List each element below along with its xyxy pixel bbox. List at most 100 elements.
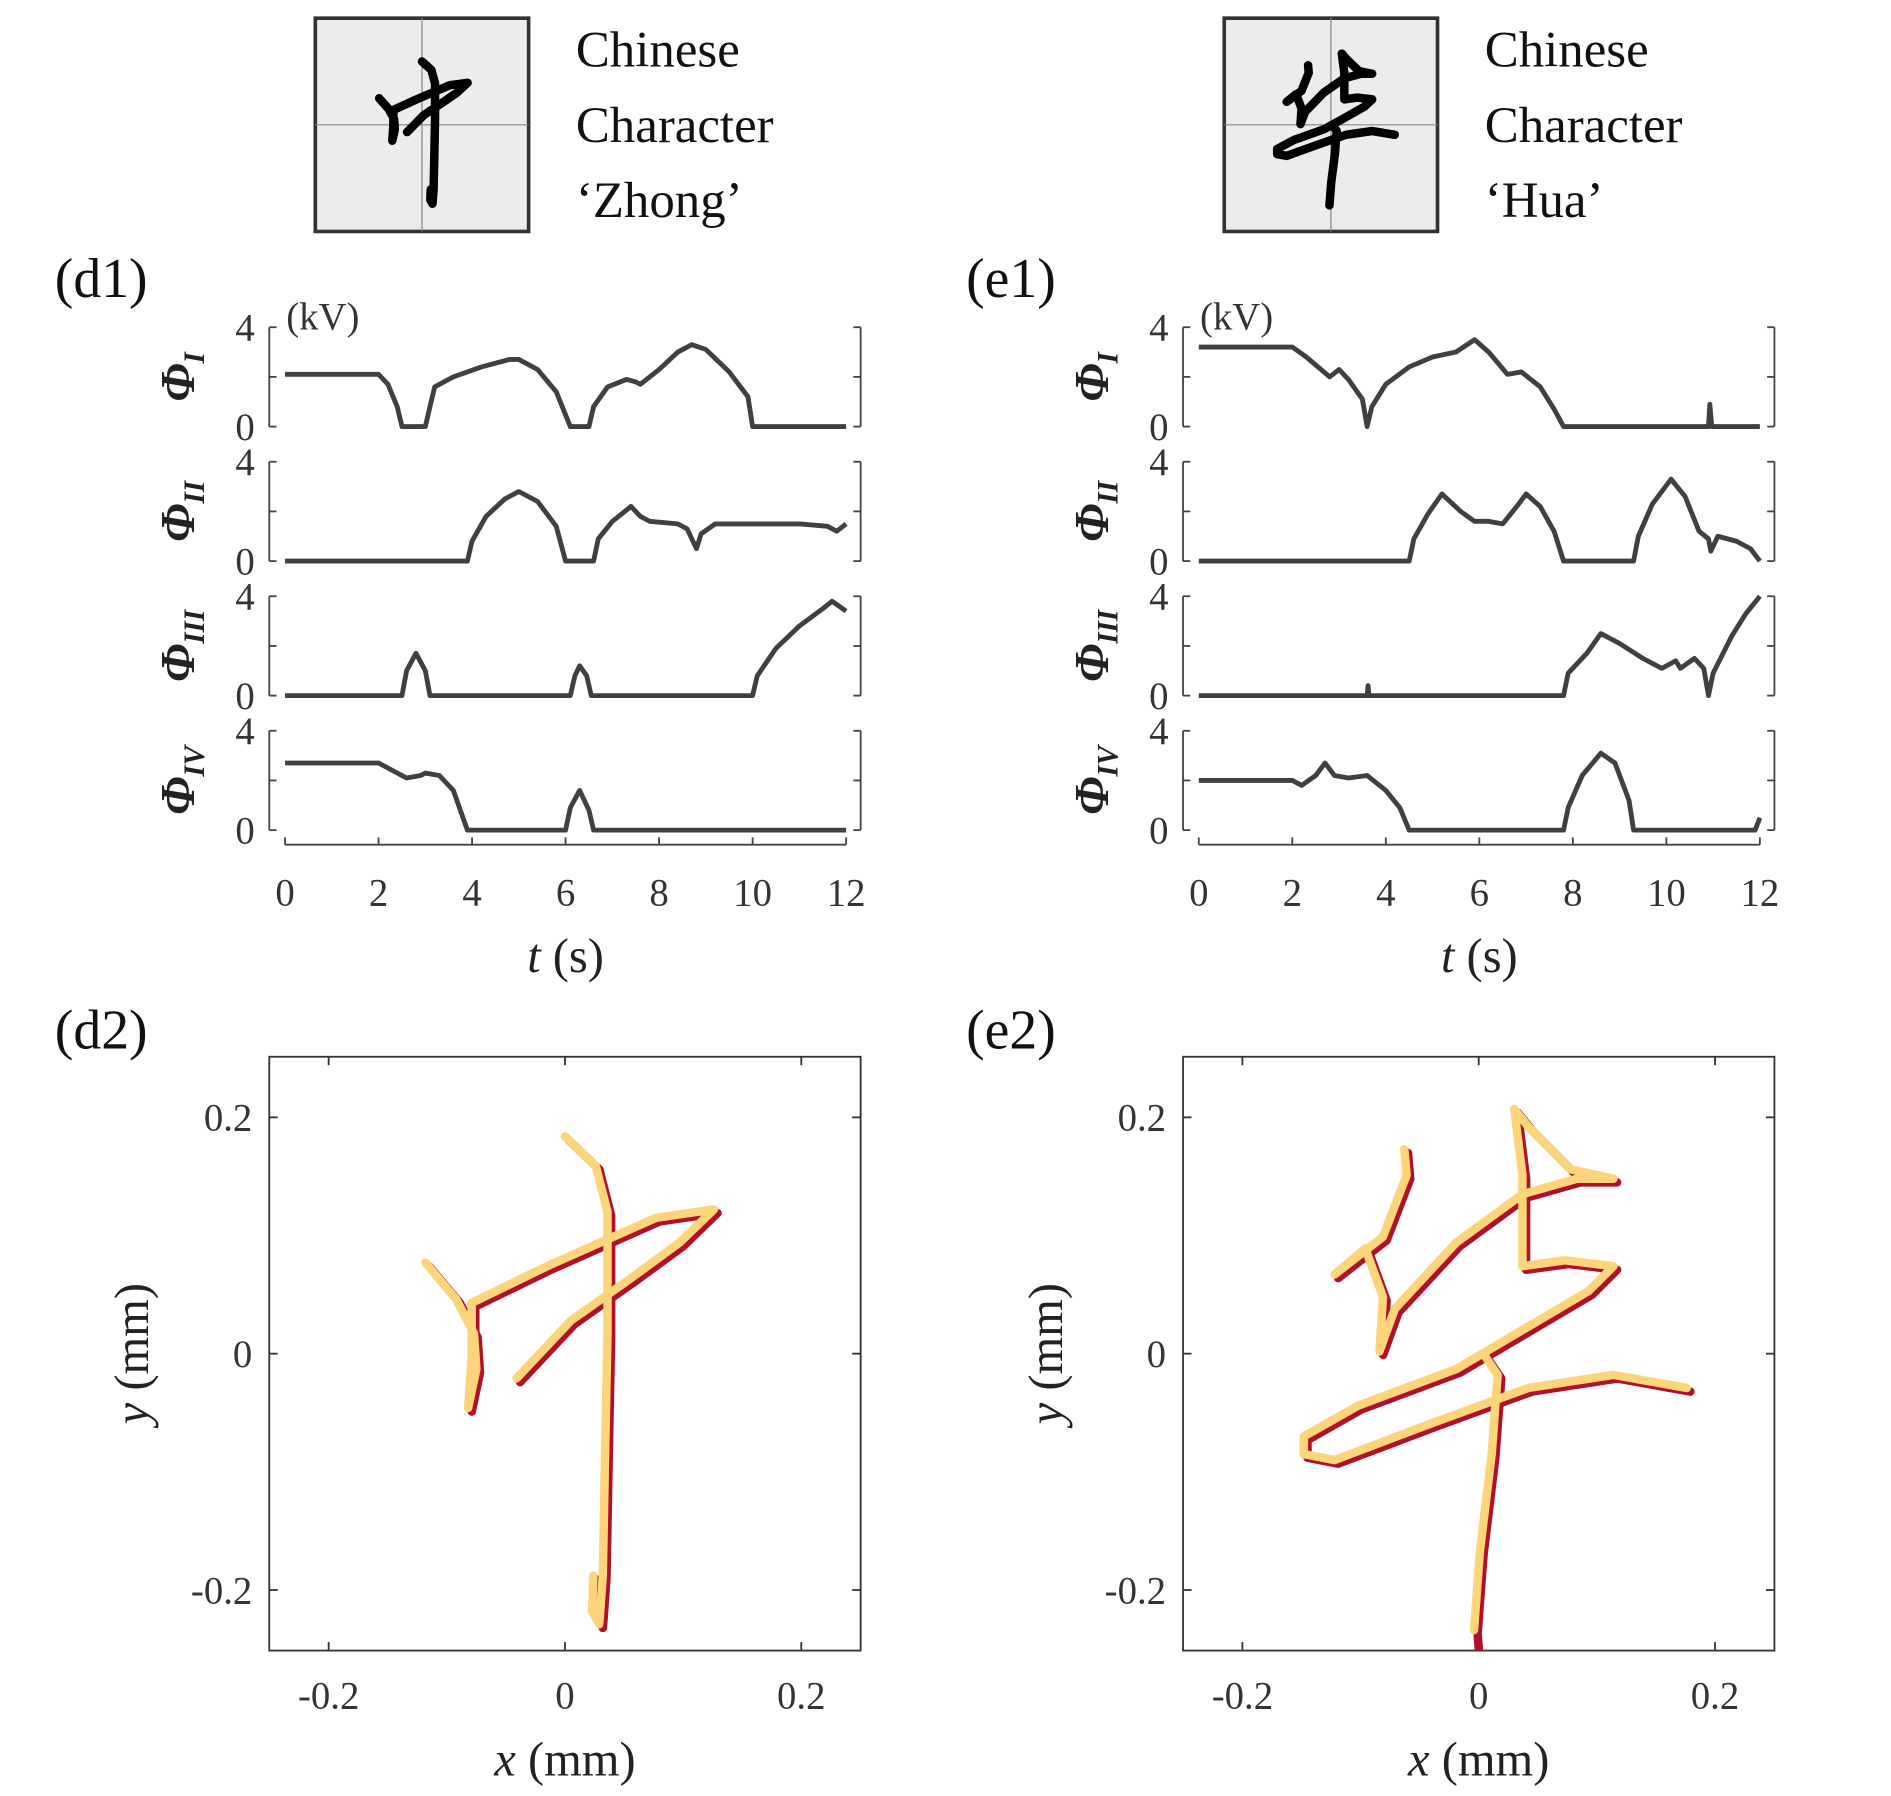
y-tick-label: 0 [1149, 809, 1168, 852]
target-trajectory [1299, 1104, 1691, 1465]
y-tick-label: -0.2 [191, 1569, 252, 1612]
series-subscript: III [179, 608, 211, 645]
series-subscript: II [179, 479, 211, 504]
handwritten-character-stroke [374, 78, 472, 145]
series-label: ΦIII [1066, 608, 1125, 682]
character-card: Chinese Character ‘Zhong’ [313, 16, 774, 234]
voltage-trace-III [1198, 594, 1762, 699]
voltage-trace-I [1198, 337, 1760, 430]
x-tick-label: -0.2 [298, 1675, 359, 1718]
x-axis-unit: (mm) [1442, 1733, 1550, 1786]
y-tick-label: 4 [235, 576, 254, 619]
series-name: Φ [152, 644, 205, 682]
y-tick-label: 0 [233, 1333, 252, 1376]
trajectory-chart-zhong: (d2)-0.2 0 0.2-0.200.2x (mm)y (mm) [55, 999, 862, 1786]
series-name: Φ [1066, 777, 1119, 815]
x-tick-label: -0.2 [1212, 1675, 1273, 1718]
y-tick-label: 0.2 [204, 1097, 252, 1140]
y-axis-unit: (mm) [106, 1283, 159, 1391]
y-tick-label: 0 [1149, 675, 1168, 718]
y-tick-label: 0 [1149, 406, 1168, 449]
x-tick-label: 4 [462, 871, 481, 914]
x-tick-label: 0 [275, 871, 294, 914]
series-name: Φ [152, 777, 205, 815]
character-title-line: Character [576, 98, 774, 154]
x-axis-var: t [1441, 930, 1467, 983]
y-tick-label: 4 [1149, 307, 1168, 350]
y-tick-label: 4 [1149, 710, 1168, 753]
x-axis-unit: (mm) [528, 1733, 636, 1786]
series-subscript: IV [1093, 743, 1125, 777]
character-title-line: Chinese [576, 23, 740, 79]
x-tick-label: 0 [1469, 1675, 1488, 1718]
handwritten-character-stroke [1325, 121, 1341, 210]
series-name: Φ [1066, 363, 1119, 401]
trajectories [1299, 1104, 1695, 1651]
series-subscript: II [1093, 479, 1125, 504]
handwritten-character-stroke [1272, 49, 1399, 161]
y-tick-label: 4 [235, 441, 254, 484]
trajectories [421, 1132, 722, 1633]
series-name: Φ [1066, 644, 1119, 682]
series-label: ΦIV [1066, 743, 1125, 815]
x-tick-label: 6 [1470, 871, 1489, 914]
trajectory-chart-hua: (e2)-0.2 0 0.2-0.200.2x (mm)y (mm) [966, 999, 1776, 1786]
target-trajectory [560, 1132, 612, 1629]
series-label: ΦIII [152, 608, 211, 682]
x-tick-label: 6 [556, 871, 575, 914]
y-tick-label: 0 [1149, 540, 1168, 583]
series-subscript: IV [179, 743, 211, 777]
x-axis-spacer [516, 1733, 528, 1786]
x-tick-label: 10 [1647, 871, 1686, 914]
series-label: ΦI [1066, 350, 1125, 401]
series-name: Φ [1066, 504, 1119, 542]
x-axis-label: t (s) [527, 930, 604, 983]
x-tick-label: 2 [1283, 871, 1302, 914]
voltage-trace-II [1198, 476, 1762, 564]
series-subscript: I [179, 350, 211, 364]
y-tick-label: 0 [1147, 1333, 1166, 1376]
series-subscript: I [1093, 350, 1125, 364]
x-tick-label: 0.2 [1691, 1675, 1739, 1718]
y-axis-unit: (mm) [1020, 1283, 1073, 1391]
y-tick-label: 0 [235, 406, 254, 449]
x-axis-label: x (mm) [493, 1733, 635, 1786]
y-tick-label: 0.2 [1118, 1097, 1166, 1140]
character-title-line: Chinese [1485, 23, 1649, 79]
y-tick-label: 4 [1149, 441, 1168, 484]
x-axis-var: t [527, 930, 553, 983]
series-label: ΦII [152, 479, 211, 542]
panel-label: (e2) [966, 999, 1056, 1061]
voltage-trace-III [285, 598, 848, 699]
voltage-trace-II [285, 489, 848, 564]
target-trajectory [1469, 1352, 1502, 1635]
series-name: Φ [152, 504, 205, 542]
x-tick-label: 8 [649, 871, 668, 914]
y-tick-label: 0 [235, 809, 254, 852]
x-axis-var: x [493, 1733, 516, 1786]
y-axis-spacer [1020, 1391, 1073, 1403]
character-title-line: ‘Hua’ [1485, 173, 1604, 229]
y-axis-label: y (mm) [1020, 1283, 1073, 1429]
character-card: Chinese Character ‘Hua’ [1222, 16, 1683, 234]
x-tick-label: 4 [1376, 871, 1395, 914]
x-axis-unit: (s) [553, 930, 604, 983]
plot-frame [268, 1055, 862, 1652]
voltage-trace-IV [1198, 750, 1763, 833]
unit-label: (kV) [1200, 296, 1273, 339]
x-tick-label: 0 [1189, 871, 1208, 914]
x-tick-label: 0.2 [777, 1675, 825, 1718]
y-tick-label: 4 [1149, 576, 1168, 619]
subplot-III: 0 4 ΦIII [1066, 576, 1776, 718]
handwritten-character-stroke [417, 57, 440, 208]
y-tick-label: 0 [235, 675, 254, 718]
series-name: Φ [152, 363, 205, 401]
series-label: ΦI [152, 350, 211, 401]
